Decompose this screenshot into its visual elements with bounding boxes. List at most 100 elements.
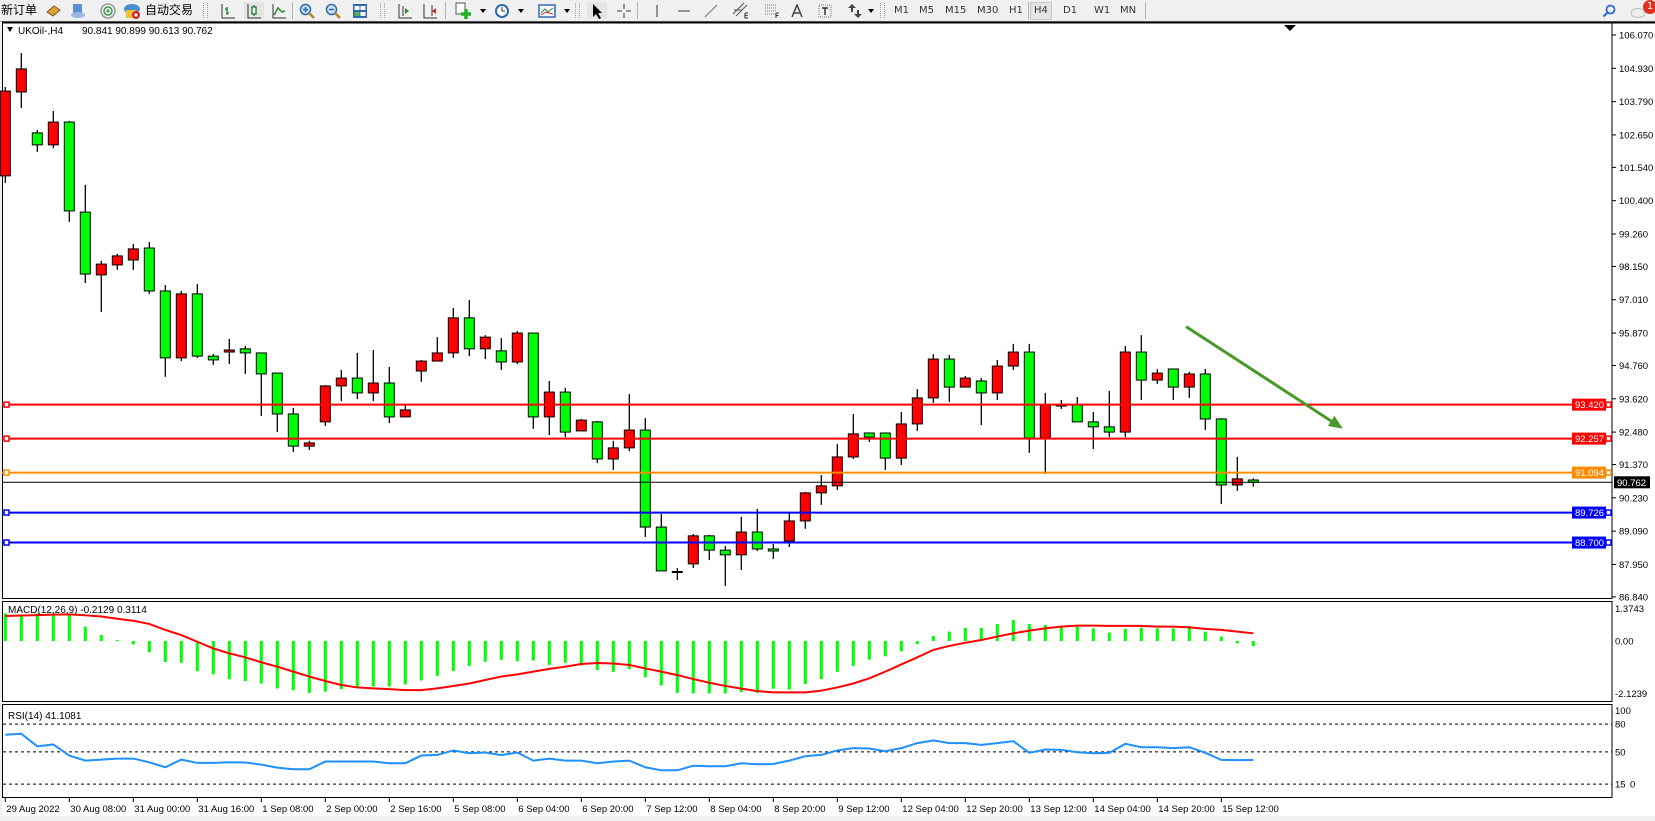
trend-arrow-head-icon[interactable] <box>1327 415 1343 429</box>
bear-candle-body <box>527 332 539 418</box>
toolbar-grip[interactable] <box>203 3 208 18</box>
candle <box>575 418 587 432</box>
bear-candle-body <box>655 526 667 572</box>
macd-histogram-bar <box>739 641 743 693</box>
horizontal-line-icon[interactable] <box>674 2 694 19</box>
candlestick-icon[interactable] <box>244 2 264 19</box>
new-chart-icon[interactable] <box>452 2 474 19</box>
macd-histogram-bar <box>435 641 439 676</box>
periods-dropdown[interactable] <box>518 9 524 13</box>
metaeditor-icon[interactable] <box>43 2 63 19</box>
auto-trading-icon[interactable] <box>122 2 142 19</box>
candle <box>271 372 283 433</box>
equidistant-channel-icon[interactable] <box>731 2 751 19</box>
time-tick-label: 9 Sep 12:00 <box>838 804 889 815</box>
macd-histogram-bar <box>131 641 135 645</box>
search-icon[interactable] <box>1600 2 1618 19</box>
toolbar-grip[interactable] <box>380 3 385 18</box>
timeframe-m5[interactable]: M5 <box>919 5 934 16</box>
text-icon[interactable] <box>787 2 807 19</box>
candle <box>767 544 779 559</box>
horizontal-line[interactable]: 91.094 <box>2 466 1612 480</box>
crosshair-icon[interactable] <box>614 2 634 19</box>
line-handle[interactable] <box>3 435 10 442</box>
timeframe-m30[interactable]: M30 <box>977 5 999 16</box>
chart-shift-icon[interactable] <box>395 2 415 19</box>
macd-histogram-bar <box>83 626 87 641</box>
signals-icon[interactable] <box>98 2 118 19</box>
rsi-pane[interactable] <box>2 704 1613 798</box>
bull-candle-body <box>1039 404 1051 439</box>
fibonacci-icon[interactable] <box>762 2 782 19</box>
candle <box>991 359 1003 400</box>
chart-menu-triangle-icon[interactable] <box>7 27 13 32</box>
macd-pane[interactable] <box>2 601 1613 702</box>
templates-icon[interactable] <box>536 2 558 19</box>
time-tick-label: 30 Aug 08:00 <box>70 804 126 815</box>
periods-icon[interactable] <box>492 2 512 19</box>
candle <box>959 375 971 388</box>
trendline-icon[interactable] <box>701 2 721 19</box>
vertical-line-icon[interactable] <box>647 2 667 19</box>
chart-shift-marker-icon[interactable] <box>1284 25 1296 31</box>
timeframe-mn[interactable]: MN <box>1120 5 1137 16</box>
timeframe-m1[interactable]: M1 <box>894 5 909 16</box>
macd-histogram-bar <box>1043 624 1047 641</box>
candle <box>0 87 11 183</box>
price-tick-label: 86.840 <box>1619 592 1648 603</box>
bear-candle-body <box>239 348 251 354</box>
trend-arrow-line[interactable] <box>1185 325 1332 423</box>
line-handle[interactable] <box>1605 539 1612 546</box>
auto-trading-button[interactable]: 自动交易 <box>143 2 195 19</box>
line-handle[interactable] <box>1605 401 1612 408</box>
cursor-icon[interactable] <box>587 2 607 19</box>
new-order-button[interactable]: 新订单 <box>0 2 38 19</box>
line-handle[interactable] <box>3 401 10 408</box>
toolbar-grip[interactable] <box>575 3 580 18</box>
candle <box>239 345 251 374</box>
line-handle[interactable] <box>3 469 10 476</box>
line-handle[interactable] <box>3 509 10 516</box>
market-watch-icon[interactable] <box>68 2 88 19</box>
horizontal-line[interactable]: 88.700 <box>2 536 1612 550</box>
line-chart-icon[interactable] <box>269 2 289 19</box>
line-handle[interactable] <box>1605 469 1612 476</box>
horizontal-line[interactable]: 93.420 <box>2 398 1612 412</box>
timeframe-h1[interactable]: H1 <box>1009 5 1023 16</box>
line-handle[interactable] <box>1605 509 1612 516</box>
horizontal-line[interactable]: 89.726 <box>2 506 1612 519</box>
toolbar-grip[interactable] <box>880 3 885 18</box>
timeframe-h4[interactable]: H4 <box>1030 2 1052 20</box>
candle <box>287 407 299 452</box>
line-handle[interactable] <box>3 539 10 546</box>
time-tick-label: 5 Sep 08:00 <box>454 804 505 815</box>
bear-candle-body <box>751 531 763 550</box>
arrows-dropdown[interactable] <box>868 9 874 13</box>
horizontal-line[interactable]: 92.257 <box>2 432 1612 446</box>
macd-histogram-bar <box>851 641 855 666</box>
text-label-icon[interactable] <box>815 2 835 19</box>
tile-windows-icon[interactable] <box>350 2 370 19</box>
bear-candle-body <box>1023 351 1035 439</box>
macd-tick-label: 0.00 <box>1615 637 1634 648</box>
zoom-out-icon[interactable] <box>323 2 343 19</box>
timeframe-m15[interactable]: M15 <box>945 5 967 16</box>
zoom-in-icon[interactable] <box>297 2 317 19</box>
time-tick-label: 15 Sep 12:00 <box>1222 804 1279 815</box>
new-chart-dropdown[interactable] <box>480 9 486 13</box>
macd-histogram-bar <box>195 641 199 672</box>
bear-candle-body <box>767 548 779 552</box>
timeframe-d1[interactable]: D1 <box>1063 5 1078 16</box>
macd-histogram-bar <box>403 641 407 685</box>
candle <box>1023 343 1035 453</box>
bull-candle-body <box>0 90 11 177</box>
price-tick-label: 102.650 <box>1619 130 1653 141</box>
bull-candle-body <box>815 485 827 494</box>
autoscroll-icon[interactable] <box>420 2 440 19</box>
arrows-icon[interactable] <box>845 2 865 19</box>
timeframe-w1[interactable]: W1 <box>1094 5 1111 16</box>
macd-histogram-bar <box>339 641 343 690</box>
line-handle[interactable] <box>1605 435 1612 442</box>
bar-chart-icon[interactable] <box>218 2 238 19</box>
templates-dropdown[interactable] <box>564 9 570 13</box>
